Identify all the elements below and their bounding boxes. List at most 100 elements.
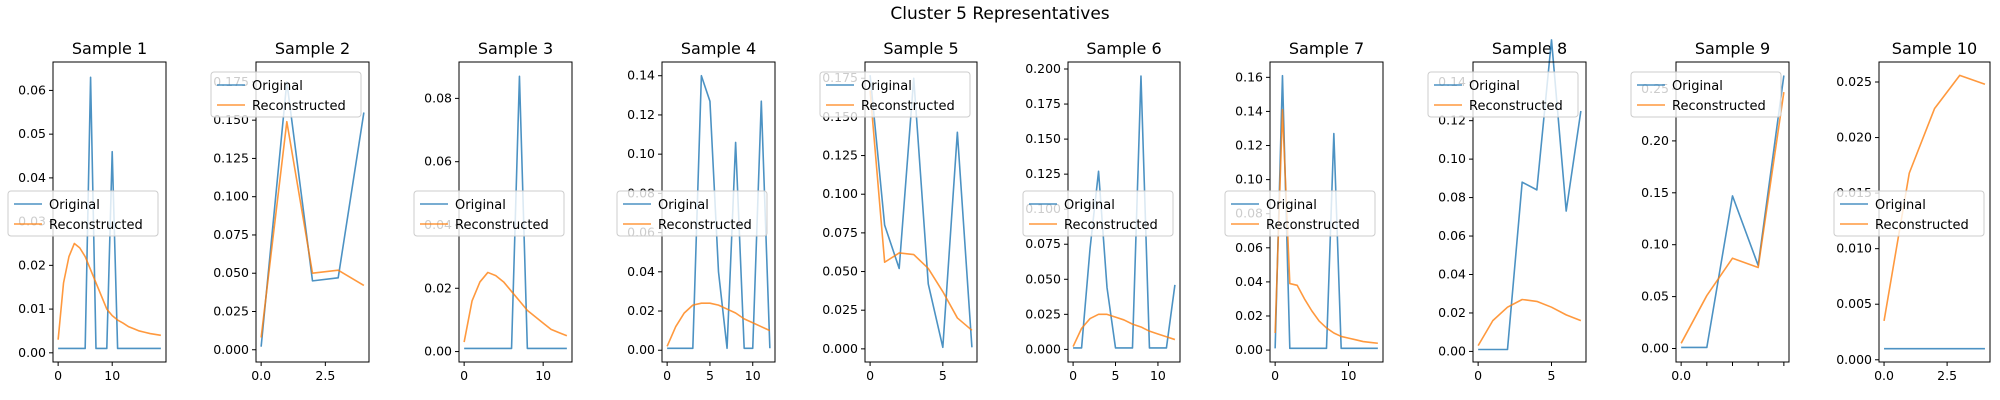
legend: Original Reconstructed	[413, 190, 565, 237]
y-tick-label: 0.10	[1235, 172, 1263, 187]
y-tick-label: 0.175	[1025, 96, 1061, 111]
y-tick-label: 0.12	[1235, 138, 1263, 153]
y-tick-label: 0.00	[627, 342, 655, 357]
series-line-reconstructed	[869, 90, 973, 331]
legend-label: Original	[252, 79, 303, 94]
subplot-title: Sample 4	[681, 39, 756, 58]
y-tick-label: 0.02	[1438, 305, 1466, 320]
legend-label: Reconstructed	[1469, 99, 1563, 114]
y-tick-label: 0.125	[1025, 166, 1061, 181]
x-tick-label: 0.0	[1671, 368, 1691, 383]
subplot-1: Sample 10.000.010.020.030.040.050.06010O…	[7, 39, 167, 383]
y-tick-label: 0.000	[1836, 352, 1872, 367]
subplot-title: Sample 2	[275, 39, 350, 58]
legend-frame	[210, 71, 362, 118]
y-tick-label: 0.05	[1641, 289, 1669, 304]
series-line-reconstructed	[1477, 298, 1582, 347]
x-tick-label: 0.0	[251, 368, 271, 383]
y-tick-label: 0.15	[1641, 185, 1669, 200]
y-tick-label: 0.04	[627, 264, 655, 279]
subplot-8: Sample 80.000.020.040.060.080.100.120.14…	[1427, 39, 1587, 383]
legend-label: Original	[1266, 198, 1317, 213]
y-tick-label: 0.050	[822, 264, 858, 279]
legend-label: Reconstructed	[861, 99, 955, 114]
subplot-title: Sample 5	[883, 39, 958, 58]
series-line-original	[869, 75, 973, 349]
axes-frame	[864, 61, 978, 363]
series-line-reconstructed	[463, 271, 568, 343]
legend-label: Original	[861, 79, 912, 94]
y-tick-label: 0.00	[1438, 343, 1466, 358]
series-line-original	[1274, 74, 1378, 350]
x-tick-label: 0	[866, 368, 874, 383]
subplot-7: Sample 70.000.020.040.060.080.100.120.14…	[1224, 39, 1384, 383]
legend: Original Reconstructed	[210, 71, 362, 118]
legend-frame	[616, 190, 768, 237]
y-tick-label: 0.050	[213, 265, 249, 280]
legend: Original Reconstructed	[1022, 190, 1174, 237]
y-tick-label: 0.125	[213, 150, 249, 165]
y-tick-label: 0.06	[18, 82, 46, 97]
y-tick-label: 0.00	[1235, 342, 1263, 357]
legend: Original Reconstructed	[616, 190, 768, 237]
y-tick-label: 0.000	[822, 341, 858, 356]
y-tick-label: 0.005	[1836, 296, 1872, 311]
y-tick-label: 0.200	[1025, 61, 1061, 76]
x-tick-label: 10	[1150, 368, 1166, 383]
x-tick-label: 0	[1474, 368, 1482, 383]
x-tick-label: 5	[1548, 368, 1556, 383]
legend-label: Original	[1064, 198, 1115, 213]
subplot-title: Sample 8	[1492, 39, 1567, 58]
legend-label: Reconstructed	[1672, 99, 1766, 114]
legend: Original Reconstructed	[1833, 190, 1985, 237]
y-tick-label: 0.020	[1836, 130, 1872, 145]
legend-label: Reconstructed	[252, 99, 346, 114]
subplot-title: Sample 3	[478, 39, 553, 58]
y-tick-label: 0.02	[18, 257, 46, 272]
x-tick-label: 0.0	[1874, 368, 1894, 383]
axes-frame	[255, 61, 370, 363]
legend-frame	[1630, 71, 1782, 118]
series-line-reconstructed	[260, 120, 365, 338]
series-line-original	[1681, 75, 1785, 349]
series-line-reconstructed	[1072, 313, 1176, 347]
y-tick-label: 0.04	[1438, 267, 1466, 282]
subplot-5: Sample 50.0000.0250.0500.0750.1000.1250.…	[819, 39, 978, 383]
figure-title: Cluster 5 Representatives	[890, 4, 1110, 24]
y-tick-label: 0.12	[627, 107, 655, 122]
y-tick-label: 0.04	[1235, 274, 1263, 289]
y-tick-label: 0.00	[424, 344, 452, 359]
legend-label: Reconstructed	[658, 218, 752, 233]
series-line-original	[58, 76, 161, 350]
y-tick-label: 0.16	[1235, 69, 1263, 84]
y-tick-label: 0.025	[1836, 74, 1872, 89]
y-tick-label: 0.050	[1025, 271, 1061, 286]
series-line-original	[1478, 39, 1582, 351]
subplot-title: Sample 7	[1289, 39, 1364, 58]
y-tick-label: 0.01	[18, 301, 46, 316]
x-tick-label: 0	[663, 368, 671, 383]
legend-label: Reconstructed	[1266, 218, 1360, 233]
y-tick-label: 0.075	[822, 225, 858, 240]
legend-frame	[1022, 190, 1174, 237]
x-tick-label: 2.5	[1937, 368, 1957, 383]
y-tick-label: 0.08	[424, 90, 452, 105]
subplot-6: Sample 60.0000.0250.0500.0750.1000.1250.…	[1022, 39, 1181, 383]
x-tick-label: 10	[1341, 368, 1357, 383]
series-line-reconstructed	[1680, 91, 1785, 344]
y-tick-label: 0.06	[1438, 228, 1466, 243]
x-tick-label: 0	[1069, 368, 1077, 383]
subplot-title: Sample 6	[1086, 39, 1161, 58]
subplot-title: Sample 1	[72, 39, 147, 58]
series-line-original	[260, 81, 365, 347]
x-tick-label: 5	[706, 368, 714, 383]
y-tick-label: 0.06	[1235, 240, 1263, 255]
legend-label: Original	[1875, 198, 1926, 213]
series-line-reconstructed	[57, 242, 161, 340]
y-tick-label: 0.08	[1438, 190, 1466, 205]
x-tick-label: 5	[939, 368, 947, 383]
y-tick-label: 0.025	[822, 302, 858, 317]
legend-frame	[819, 71, 971, 118]
subplot-9: Sample 90.000.050.100.150.200.250.0Origi…	[1630, 39, 1790, 383]
y-tick-label: 0.00	[1641, 341, 1669, 356]
